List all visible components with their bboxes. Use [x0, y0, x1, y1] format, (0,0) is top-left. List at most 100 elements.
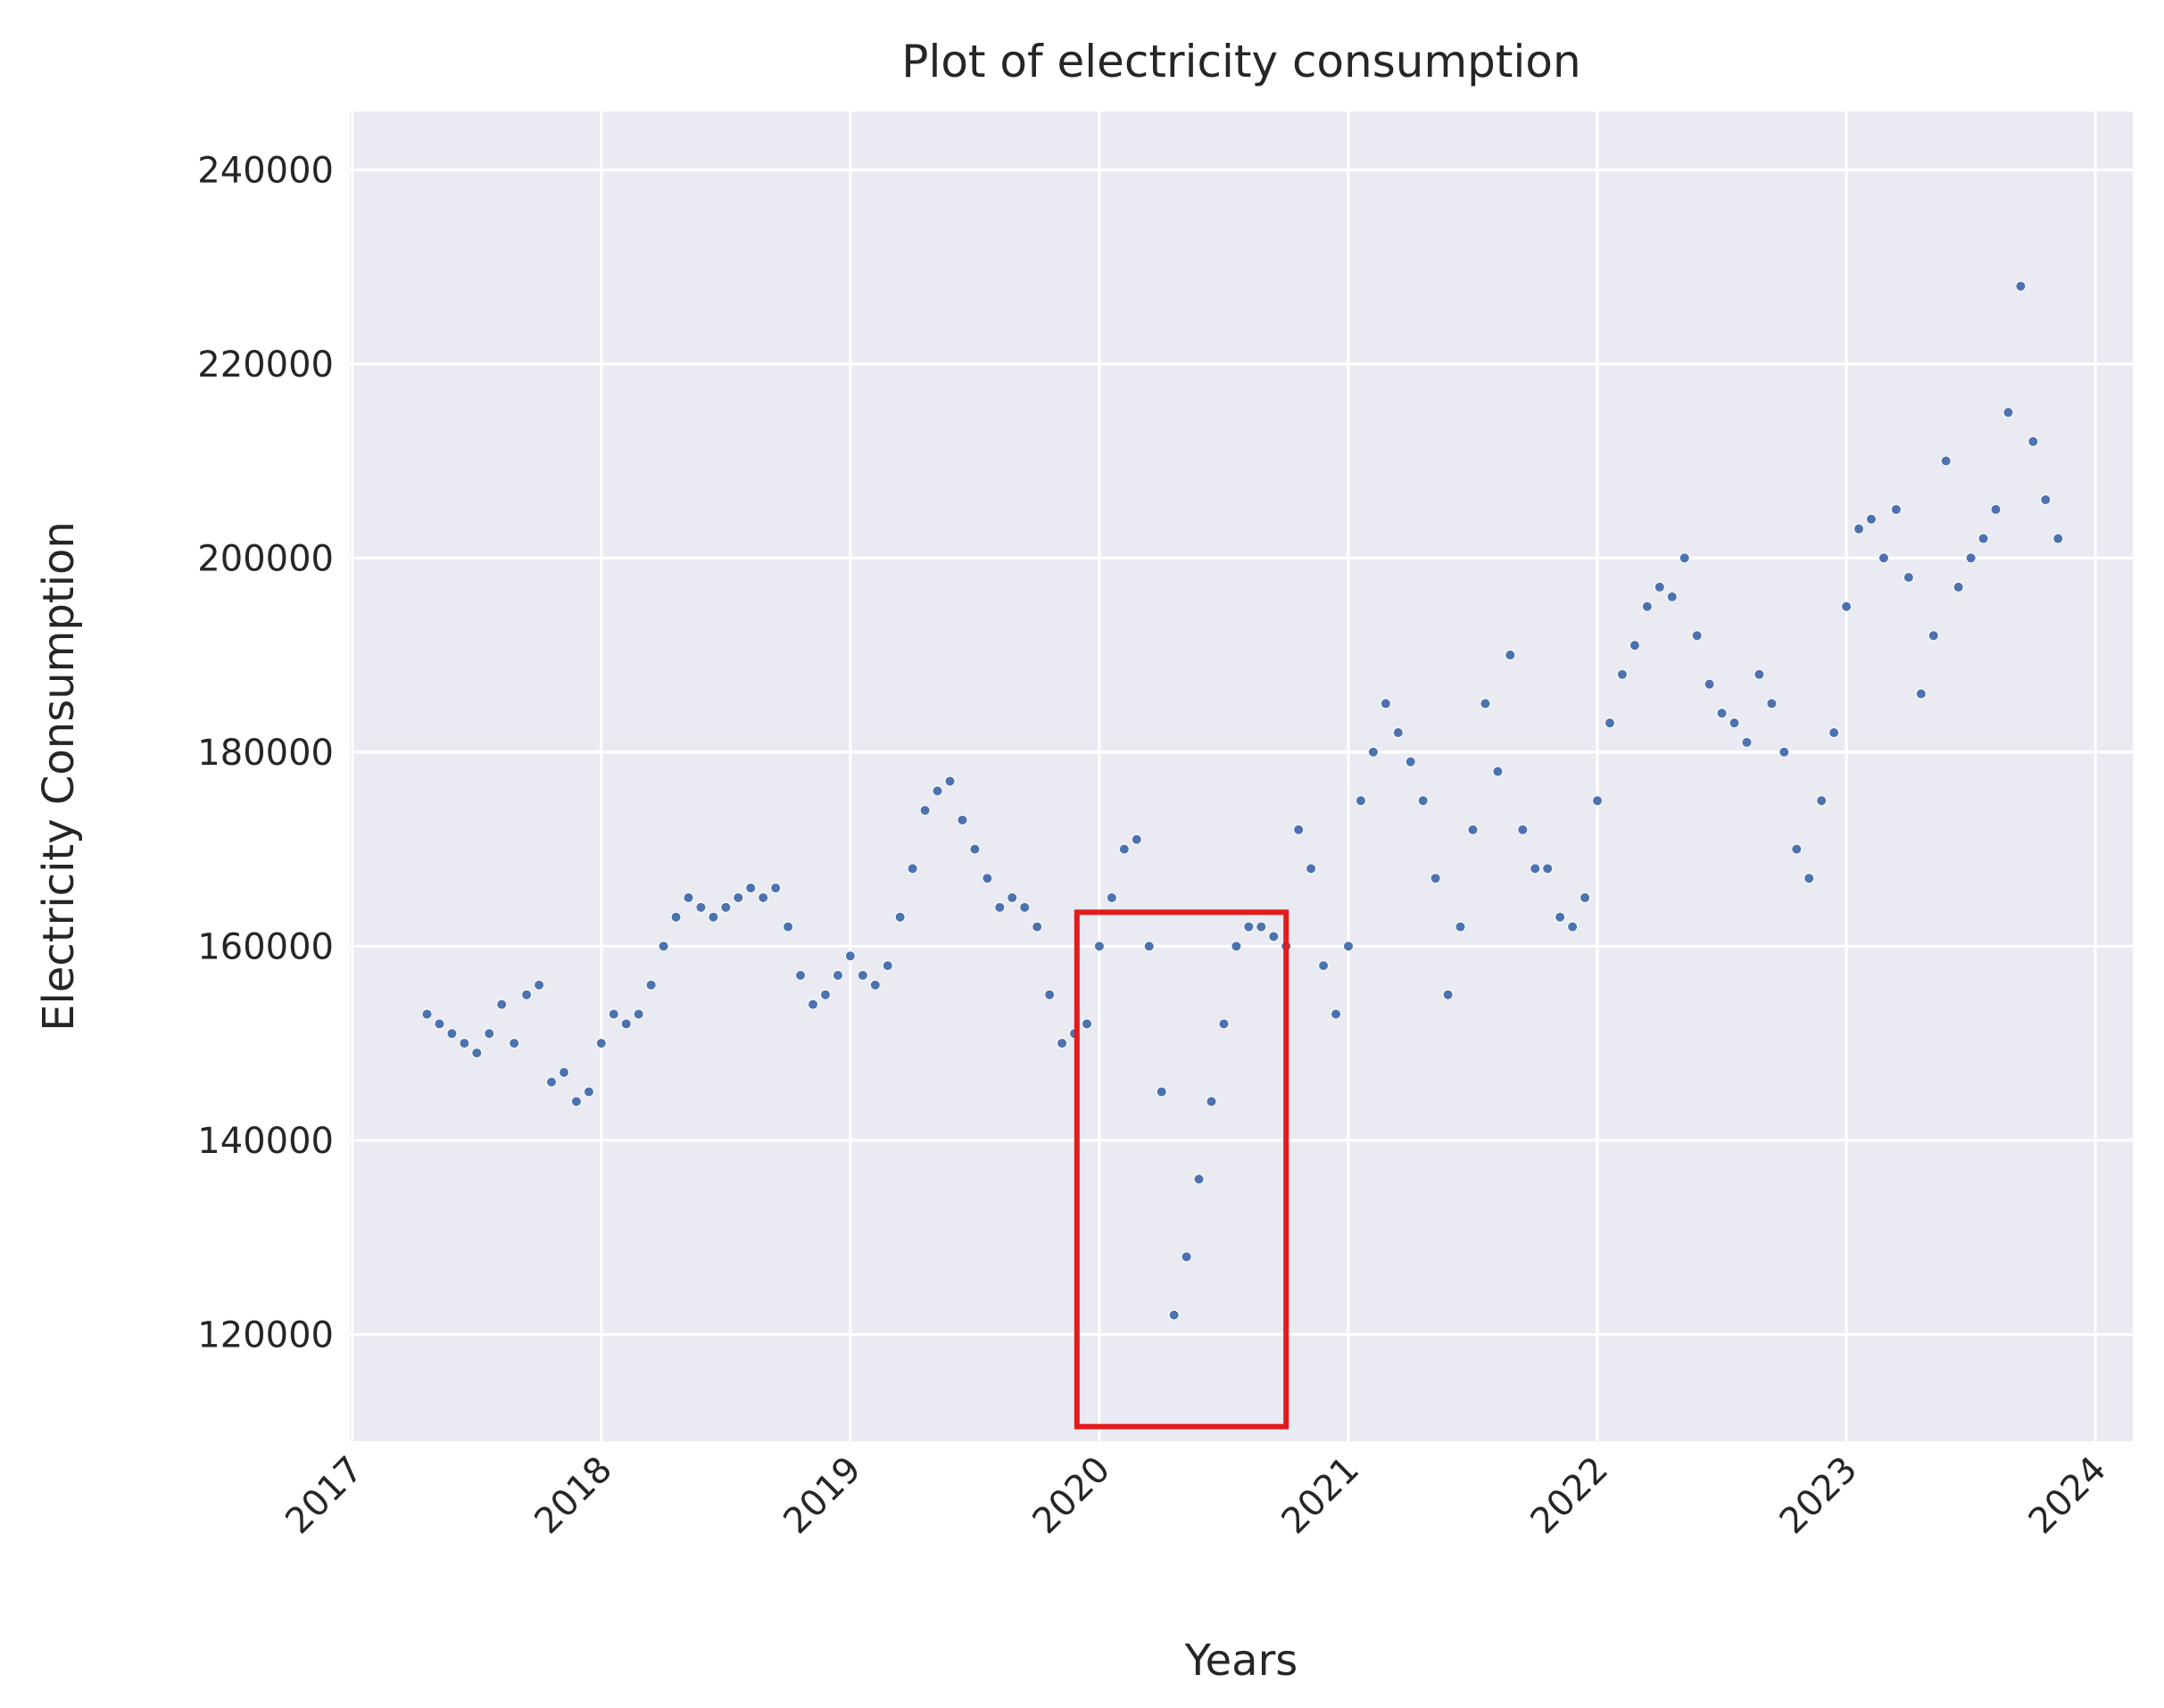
data-point [708, 911, 719, 923]
data-point [1517, 824, 1529, 835]
data-point [1816, 795, 1828, 807]
data-point [1903, 572, 1914, 584]
data-point [1666, 591, 1678, 602]
data-point [521, 989, 533, 1000]
x-tick-label: 2021 [1274, 1449, 1368, 1543]
data-point [2027, 435, 2039, 447]
data-point [982, 873, 993, 884]
grid-lines [350, 112, 2133, 1441]
data-point [1081, 1018, 1092, 1030]
data-point [1629, 640, 1640, 651]
data-point [1928, 630, 1939, 642]
data-point [907, 863, 918, 875]
data-point [2052, 533, 2064, 544]
data-point [446, 1028, 458, 1040]
data-point [595, 1038, 607, 1049]
y-tick-label: 160000 [197, 926, 334, 967]
data-point [1990, 503, 2002, 515]
data-point [1467, 824, 1479, 835]
y-tick-label: 180000 [197, 733, 334, 774]
data-point [832, 969, 843, 981]
y-tick-label: 220000 [197, 344, 334, 386]
data-point [1355, 795, 1366, 807]
data-point [1567, 921, 1579, 933]
data-point [1641, 601, 1653, 612]
data-point [1143, 941, 1155, 952]
data-point [994, 901, 1006, 913]
data-point [1306, 863, 1317, 875]
data-point [1853, 523, 1865, 535]
data-point [1729, 717, 1740, 729]
data-point [1741, 736, 1753, 748]
data-point [534, 979, 545, 991]
data-point [1778, 746, 1790, 758]
data-point [1505, 650, 1516, 661]
data-point [1977, 533, 1989, 544]
data-point [1616, 668, 1628, 680]
y-tick-label: 200000 [197, 538, 334, 579]
data-point [1231, 941, 1242, 952]
data-point [758, 891, 769, 903]
data-point [484, 1028, 495, 1040]
data-point [1007, 891, 1018, 903]
data-point [1093, 941, 1105, 952]
data-point [808, 999, 819, 1010]
plot-area [350, 112, 2133, 1441]
data-point [1604, 717, 1615, 729]
data-point [1057, 1038, 1068, 1049]
data-point [658, 941, 669, 952]
data-point [421, 1008, 433, 1020]
data-point [1293, 824, 1305, 835]
data-point [1019, 901, 1031, 913]
data-point [1331, 1008, 1342, 1020]
data-point [1106, 891, 1117, 903]
data-point [857, 969, 868, 981]
data-point [434, 1018, 445, 1030]
data-point [1704, 678, 1715, 690]
data-point [570, 1096, 582, 1107]
data-point [2002, 407, 2014, 419]
x-axis-title: Years [1184, 1636, 1298, 1686]
y-tick-label: 140000 [197, 1121, 334, 1162]
data-point [583, 1086, 594, 1098]
data-point [1654, 581, 1665, 593]
data-point [1206, 1096, 1217, 1107]
y-tick-label: 240000 [197, 150, 334, 191]
data-point [1480, 698, 1491, 709]
chart-title: Plot of electricity consumption [901, 36, 1580, 87]
data-point [1342, 941, 1354, 952]
data-point [1442, 989, 1454, 1000]
data-point [795, 969, 807, 981]
data-point [1828, 727, 1840, 739]
x-tick-label: 2024 [2021, 1449, 2115, 1543]
data-point [1455, 921, 1466, 933]
x-tick-label: 2018 [526, 1449, 620, 1543]
data-point [1417, 795, 1429, 807]
y-tick-label: 120000 [197, 1314, 334, 1356]
data-point [1953, 581, 1964, 593]
data-point [1915, 688, 1927, 700]
x-tick-label: 2022 [1523, 1449, 1617, 1543]
data-point [1878, 552, 1889, 564]
data-point [1803, 873, 1815, 884]
data-point [844, 950, 856, 962]
data-point [2015, 280, 2027, 292]
x-tick-label: 2019 [775, 1449, 869, 1543]
data-point [919, 805, 931, 817]
data-point [546, 1076, 558, 1088]
data-point [1890, 503, 1902, 515]
data-point [1168, 1309, 1180, 1321]
data-point [471, 1047, 483, 1058]
data-point [645, 979, 657, 991]
highlight-box-layer [1074, 909, 1289, 1430]
data-point [1716, 708, 1728, 719]
data-point [670, 911, 682, 923]
data-point [819, 989, 831, 1000]
data-point [1367, 746, 1379, 758]
data-point [608, 1008, 619, 1020]
x-tick-label: 2023 [1772, 1449, 1866, 1543]
data-point [509, 1038, 520, 1049]
data-point [1268, 931, 1280, 942]
data-point [720, 901, 732, 913]
